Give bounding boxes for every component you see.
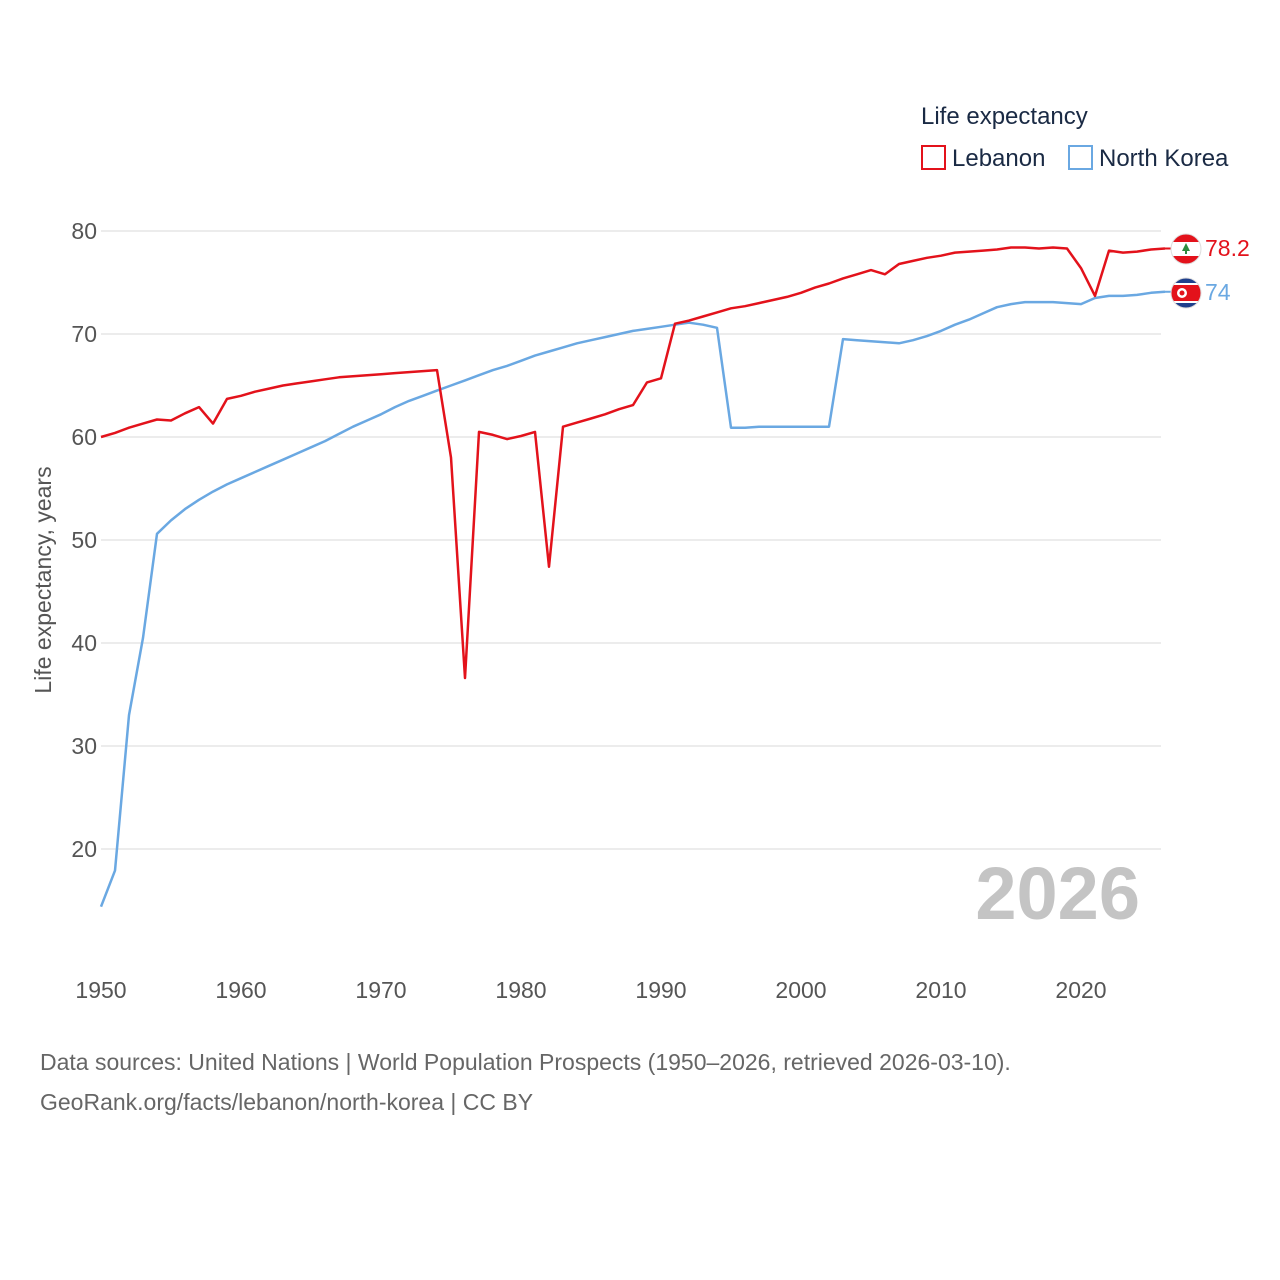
source-footer: Data sources: United Nations | World Pop… bbox=[40, 1042, 1011, 1122]
north-korea-flag-icon bbox=[1170, 277, 1202, 309]
lebanon-flag-icon bbox=[1170, 233, 1202, 265]
series-line-lebanon bbox=[100, 246, 1166, 680]
series-lines bbox=[99, 246, 1172, 908]
series-line-north-korea bbox=[99, 290, 1166, 908]
legend-title: Life expectancy bbox=[921, 103, 1088, 130]
legend-label-lebanon: Lebanon bbox=[952, 145, 1045, 172]
legend: Life expectancy Lebanon North Korea bbox=[921, 103, 1229, 172]
y-tick-80: 80 bbox=[71, 218, 97, 244]
y-tick-40: 40 bbox=[71, 630, 97, 656]
legend-swatch-lebanon bbox=[921, 145, 946, 170]
y-tick-50: 50 bbox=[71, 527, 97, 553]
y-axis-ticks: 20 30 40 50 60 70 80 bbox=[71, 218, 97, 862]
x-tick-1950: 1950 bbox=[75, 977, 126, 1003]
y-tick-30: 30 bbox=[71, 733, 97, 759]
x-tick-1990: 1990 bbox=[635, 977, 686, 1003]
legend-swatch-north-korea bbox=[1068, 145, 1093, 170]
x-tick-1960: 1960 bbox=[215, 977, 266, 1003]
end-label-lebanon: 78.2 bbox=[1205, 235, 1250, 261]
source-link[interactable]: GeoRank.org/facts/lebanon/north-korea | … bbox=[40, 1089, 534, 1115]
gridlines bbox=[101, 230, 1161, 850]
x-tick-2020: 2020 bbox=[1055, 977, 1106, 1003]
x-tick-2000: 2000 bbox=[775, 977, 826, 1003]
life-expectancy-chart: 20 30 40 50 60 70 80 1950 1960 1970 1980 1990 2000 2… bbox=[30, 103, 1250, 1003]
y-tick-70: 70 bbox=[71, 321, 97, 347]
x-tick-1970: 1970 bbox=[355, 977, 406, 1003]
legend-label-north-korea: North Korea bbox=[1099, 145, 1229, 172]
y-axis-label: Life expectancy, years bbox=[30, 466, 56, 693]
x-tick-2010: 2010 bbox=[915, 977, 966, 1003]
y-tick-20: 20 bbox=[71, 836, 97, 862]
x-axis-ticks: 1950 1960 1970 1980 1990 2000 2010 2020 bbox=[75, 977, 1106, 1003]
source-line: Data sources: United Nations | World Pop… bbox=[40, 1049, 1011, 1075]
end-label-north-korea: 74 bbox=[1205, 279, 1231, 305]
x-tick-1980: 1980 bbox=[495, 977, 546, 1003]
year-label: 2026 bbox=[975, 852, 1140, 935]
y-tick-60: 60 bbox=[71, 424, 97, 450]
